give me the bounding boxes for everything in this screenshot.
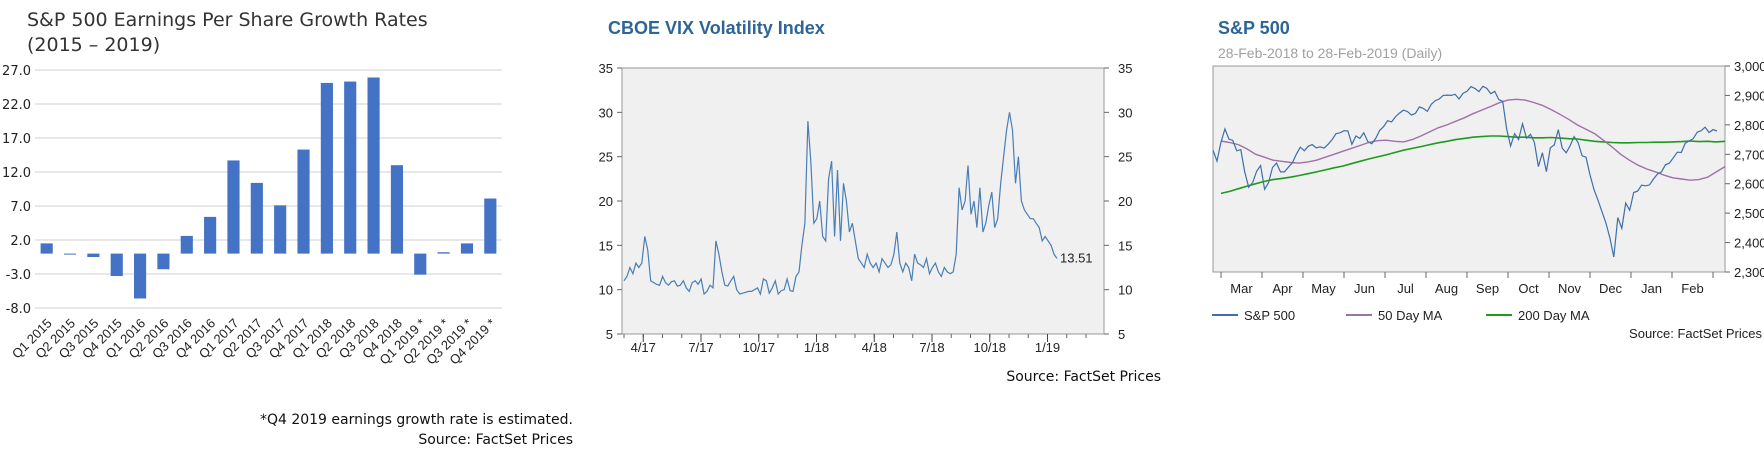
legend-label-spx: S&P 500	[1244, 308, 1295, 323]
vix-chart-title: CBOE VIX Volatility Index	[608, 18, 825, 38]
spx-50day-ma-line	[1220, 98, 1726, 181]
spx-ytick-label: 2,300	[1734, 265, 1764, 280]
vix-ytick-label-left: 20	[599, 194, 613, 209]
vix-ytick-label-right: 15	[1118, 238, 1132, 253]
legend-label-200day: 200 Day MA	[1518, 308, 1590, 323]
eps-bar	[390, 165, 403, 254]
vix-ytick-label-left: 35	[599, 61, 613, 76]
eps-bar	[460, 243, 474, 254]
spx-ytick-label: 2,400	[1734, 236, 1764, 251]
eps-ytick-label: 27.0	[2, 64, 31, 79]
eps-bar	[180, 235, 193, 254]
vix-xtick-label: 1/18	[804, 340, 829, 355]
spx-price-line	[1212, 85, 1718, 258]
vix-panel: CBOE VIX Volatility Index 5 5 10 10 15 15 20 20…	[590, 0, 1170, 463]
eps-bar	[87, 253, 100, 257]
eps-footnote: *Q4 2019 earnings growth rate is estimat…	[260, 412, 573, 428]
eps-bar	[40, 243, 53, 254]
vix-ytick-label-left: 30	[599, 105, 613, 120]
spx-chart-title: S&P 500	[1218, 18, 1290, 38]
eps-bar	[204, 216, 217, 254]
spx-xtick-label: Jun	[1354, 281, 1375, 296]
eps-bar	[157, 253, 170, 270]
vix-plot-area	[621, 67, 1105, 335]
spx-chart-subtitle: 28-Feb-2018 to 28-Feb-2019 (Daily)	[1218, 45, 1442, 61]
vix-xtick-label: 7/18	[919, 340, 944, 355]
spx-ytick-label: 2,500	[1734, 206, 1764, 221]
eps-ytick-label: 17.0	[2, 132, 31, 147]
vix-chart: CBOE VIX Volatility Index 5 5 10 10 15 15 20 20…	[599, 18, 1161, 385]
vix-last-value-label: 13.51	[1060, 251, 1093, 266]
eps-ytick-label: 2.0	[10, 234, 31, 249]
spx-panel: S&P 500 28-Feb-2018 to 28-Feb-2019 (Dail…	[1200, 0, 1764, 463]
spx-plot-area	[1212, 65, 1726, 273]
vix-ytick-label-left: 10	[599, 283, 613, 298]
eps-ytick-label: -8.0	[6, 302, 31, 317]
spx-ytick-label: 3,000	[1734, 59, 1764, 74]
spx-xtick-label: Jul	[1397, 281, 1414, 296]
spx-xtick-label: Apr	[1272, 281, 1293, 296]
eps-bar	[134, 253, 147, 299]
vix-series-line	[623, 112, 1058, 297]
vix-xtick-label: 10/17	[742, 340, 775, 355]
spx-xtick-label: Mar	[1230, 281, 1253, 296]
vix-xtick-label: 1/19	[1035, 340, 1060, 355]
eps-bar	[414, 253, 427, 275]
eps-bar	[344, 81, 357, 254]
vix-ytick-label-left: 5	[606, 327, 613, 342]
spx-ytick-label: 2,900	[1734, 88, 1764, 103]
spx-legend: S&P 500 50 Day MA 200 Day MA	[1212, 308, 1590, 323]
eps-ytick-label: 7.0	[10, 200, 31, 215]
eps-ytick-label: -3.0	[6, 268, 31, 283]
vix-ytick-label-right: 5	[1118, 327, 1125, 342]
eps-bar	[250, 182, 263, 254]
vix-ytick-label-left: 25	[599, 150, 613, 165]
vix-ytick-label-right: 20	[1118, 194, 1132, 209]
eps-ytick-label: 12.0	[2, 166, 31, 181]
spx-200day-ma-line	[1220, 135, 1726, 195]
vix-ytick-label-left: 15	[599, 238, 613, 253]
spx-xtick-label: Nov	[1558, 281, 1582, 296]
eps-chart-title-line1: S&P 500 Earnings Per Share Growth Rates	[27, 9, 428, 31]
eps-growth-panel: S&P 500 Earnings Per Share Growth Rates …	[0, 0, 580, 463]
legend-label-50day: 50 Day MA	[1378, 308, 1443, 323]
spx-xtick-label: Aug	[1435, 281, 1458, 296]
eps-bar	[110, 253, 123, 277]
eps-bar	[367, 77, 380, 254]
eps-bar	[484, 198, 497, 254]
spx-chart: S&P 500 28-Feb-2018 to 28-Feb-2019 (Dail…	[1212, 18, 1764, 341]
spx-ytick-label: 2,700	[1734, 147, 1764, 162]
vix-source: Source: FactSet Prices	[1006, 369, 1161, 385]
vix-xtick-label: 4/18	[862, 340, 887, 355]
spx-xtick-label: Sep	[1476, 281, 1499, 296]
eps-bar	[63, 253, 77, 255]
eps-chart-title-line2: (2015 – 2019)	[27, 34, 160, 56]
spx-ytick-label: 2,800	[1734, 118, 1764, 133]
spx-xtick-label: Dec	[1599, 281, 1623, 296]
spx-xtick-label: Jan	[1641, 281, 1662, 296]
vix-ytick-label-right: 10	[1118, 283, 1132, 298]
eps-bar	[227, 160, 240, 254]
eps-ytick-label: 22.0	[2, 98, 31, 113]
vix-ytick-label-right: 25	[1118, 150, 1132, 165]
spx-xtick-label: May	[1311, 281, 1336, 296]
vix-xtick-label: 10/18	[973, 340, 1006, 355]
spx-ytick-label: 2,600	[1734, 177, 1764, 192]
spx-source: Source: FactSet Prices	[1629, 326, 1762, 341]
spx-xtick-label: Oct	[1518, 281, 1539, 296]
spx-xtick-label: Feb	[1681, 281, 1703, 296]
eps-bar	[320, 82, 333, 254]
vix-xtick-label: 7/17	[688, 340, 713, 355]
vix-xtick-label: 4/17	[631, 340, 656, 355]
eps-source: Source: FactSet Prices	[418, 432, 573, 448]
eps-bar	[274, 205, 287, 254]
eps-bar	[437, 252, 450, 254]
eps-bar	[297, 149, 310, 254]
vix-ytick-label-right: 35	[1118, 61, 1132, 76]
eps-growth-chart: S&P 500 Earnings Per Share Growth Rates …	[2, 9, 573, 448]
vix-ytick-label-right: 30	[1118, 105, 1132, 120]
